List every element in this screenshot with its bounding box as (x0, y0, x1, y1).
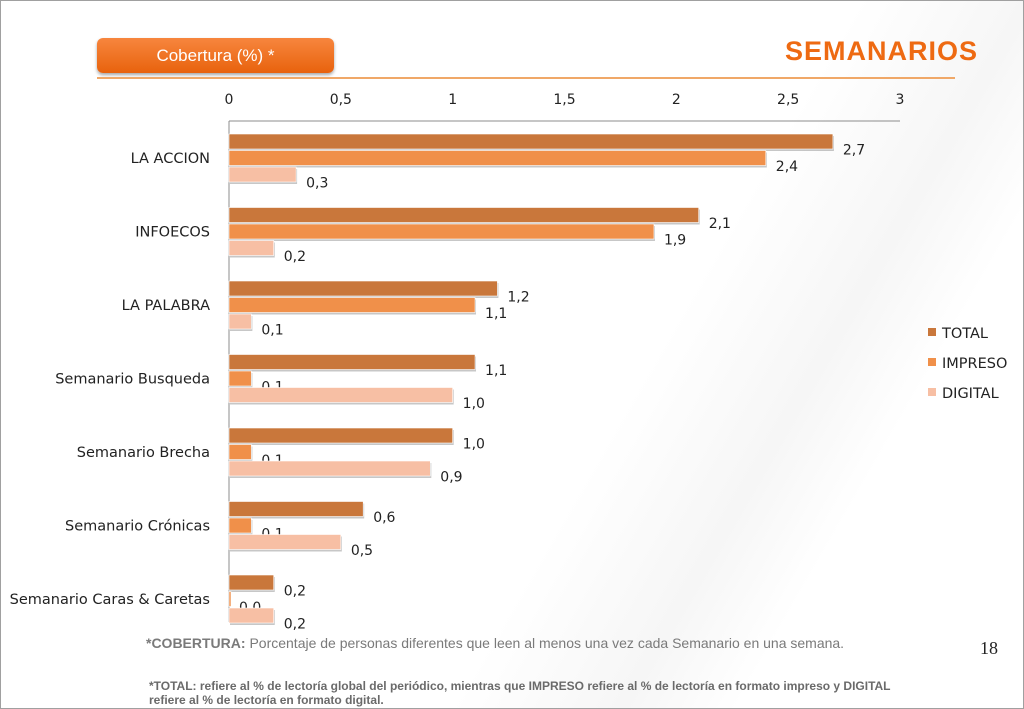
bar-impreso (228, 444, 252, 460)
legend-swatch-digital (928, 388, 936, 396)
bar-total (228, 354, 476, 370)
legend-label-total: TOTAL (941, 326, 988, 342)
category-label: LA ACCION (131, 151, 210, 167)
x-tick-label: 3 (896, 92, 905, 108)
category-label: INFOECOS (135, 225, 210, 241)
bar-impreso (228, 591, 232, 607)
data-label: 0,2 (284, 584, 306, 600)
data-label: 2,1 (709, 216, 731, 232)
data-label: 0,5 (351, 543, 373, 559)
bar-digital (228, 387, 453, 403)
data-label: 2,4 (776, 159, 798, 175)
bar-digital (228, 460, 431, 477)
data-label: 1,1 (485, 306, 507, 322)
category-label: LA PALABRA (122, 298, 210, 314)
category-label: Semanario Crónicas (65, 519, 210, 535)
coverage-badge: Cobertura (%) * (97, 38, 334, 73)
data-label: 1,1 (485, 363, 507, 379)
data-label: 1,0 (463, 396, 485, 412)
bar-digital (228, 166, 297, 183)
x-tick-label: 2 (672, 92, 681, 108)
bar-total (228, 133, 834, 150)
coverage-footnote-label: *COBERTURA: (146, 635, 246, 651)
category-label: Semanario Busqueda (55, 372, 210, 388)
data-label: 0,2 (284, 249, 306, 265)
bar-impreso (228, 370, 252, 387)
coverage-footnote: *COBERTURA: Porcentaje de personas difer… (146, 634, 886, 652)
total-footnote: *TOTAL: refiere al % de lectoría global … (149, 679, 891, 707)
bar-impreso (228, 150, 767, 166)
data-label: 0,1 (261, 323, 283, 339)
bar-total (228, 207, 700, 223)
bar-digital (228, 313, 252, 330)
bar-impreso (228, 297, 476, 313)
bar-digital (228, 240, 275, 256)
bar-total (228, 427, 453, 444)
bar-impreso (228, 223, 655, 240)
coverage-footnote-text: Porcentaje de personas diferentes que le… (245, 635, 845, 651)
x-tick-label: 0,5 (330, 92, 352, 108)
x-tick-label: 1 (448, 92, 457, 108)
data-label: 0,6 (373, 510, 395, 526)
legend-label-impreso: IMPRESO (942, 356, 1007, 372)
x-tick-label: 1,5 (553, 92, 575, 108)
bar-total (228, 574, 275, 591)
page-title: SEMANARIOS (784, 36, 978, 66)
data-label: 0,2 (284, 617, 306, 631)
category-label: Semanario Brecha (77, 445, 210, 461)
page-number: 18 (980, 638, 998, 658)
bar-digital (228, 607, 275, 624)
legend-swatch-impreso (928, 358, 936, 366)
data-label: 1,9 (664, 233, 686, 249)
data-label: 1,2 (507, 290, 529, 306)
header-divider (97, 77, 955, 79)
x-tick-label: 0 (225, 92, 234, 108)
bar-total (228, 280, 498, 297)
data-label: 1,0 (463, 437, 485, 453)
category-label: Semanario Caras & Caretas (10, 592, 210, 608)
legend-swatch-total (928, 328, 936, 336)
bar-chart: 0 0,5 1 1,5 2 2,5 3 LA ACCION 2,7 2,4 0,3 INFOECOS 2… (10, 92, 1008, 631)
bar-impreso (228, 517, 252, 534)
x-tick-label: 2,5 (777, 92, 799, 108)
bar-total (228, 501, 364, 517)
data-label: 0,3 (306, 176, 328, 192)
data-label: 2,7 (843, 143, 865, 159)
data-label: 0,9 (440, 470, 462, 486)
coverage-badge-label: Cobertura (%) * (156, 45, 275, 65)
legend-label-digital: DIGITAL (942, 386, 999, 402)
bar-digital (228, 534, 342, 550)
